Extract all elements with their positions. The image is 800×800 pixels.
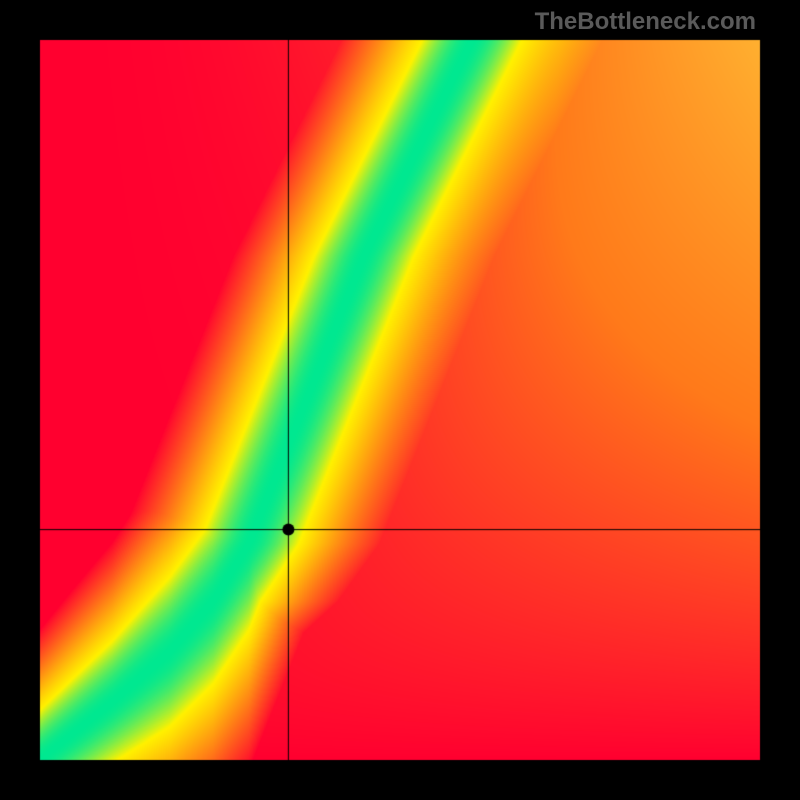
bottleneck-heatmap <box>0 0 800 800</box>
watermark-text: TheBottleneck.com <box>535 8 756 36</box>
